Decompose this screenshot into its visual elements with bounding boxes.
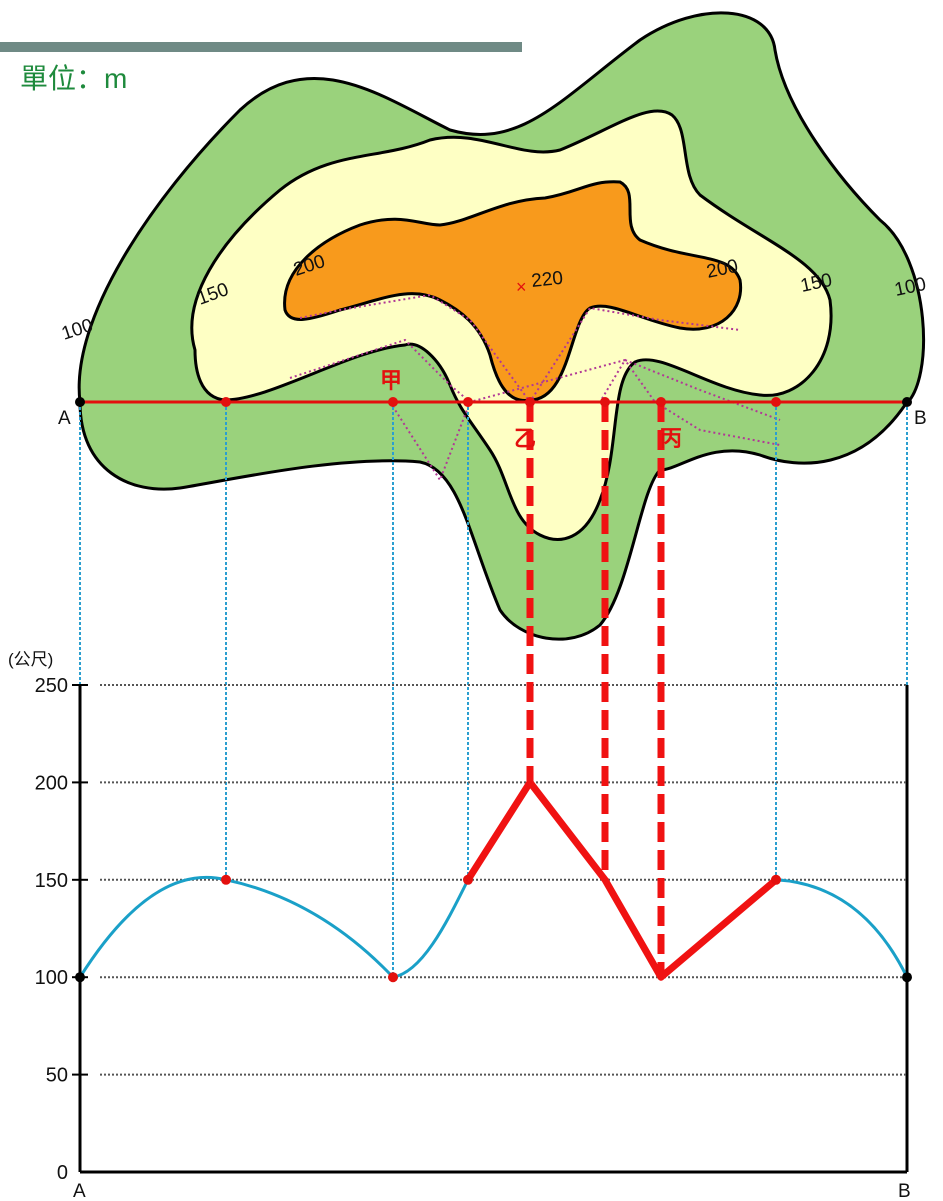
profile-chart-frame	[78, 685, 909, 1174]
section-points	[75, 397, 912, 407]
x-axis-start-label: A	[73, 1181, 86, 1201]
y-tick-label-150: 150	[35, 870, 68, 892]
map-label-b: B	[914, 408, 927, 429]
section-point-a	[75, 397, 85, 407]
section-point-7	[771, 397, 781, 407]
dotted-guide-200	[299, 293, 741, 404]
y-tick-labels: 0 50 100 150 200 250	[35, 675, 68, 1184]
section-point-1	[221, 397, 231, 407]
dotted-guide-low	[389, 358, 781, 483]
y-tick-label-50: 50	[46, 1065, 68, 1087]
y-tick-label-200: 200	[35, 772, 68, 794]
contour-band-200	[283, 180, 743, 402]
profile-line-left	[78, 875, 470, 979]
profile-line-corrected	[464, 778, 780, 981]
station-label-yi: 乙	[514, 426, 536, 451]
y-tick-label-100: 100	[35, 967, 68, 989]
y-axis-unit: (公尺)	[8, 650, 53, 669]
profile-plot	[75, 778, 912, 983]
profile-point-2	[388, 972, 398, 983]
section-point-jia	[388, 397, 398, 407]
peak-label: 220	[530, 268, 564, 292]
unit-label: 單位：m	[20, 63, 127, 94]
profile-point-1	[221, 874, 231, 885]
y-tick-label-0: 0	[57, 1162, 68, 1184]
profile-point-0	[75, 972, 85, 983]
section-point-3	[463, 397, 473, 407]
map-label-a: A	[58, 408, 71, 429]
profile-line-right	[775, 878, 909, 978]
section-point-bing	[656, 397, 666, 407]
profile-point-8	[902, 972, 912, 983]
profile-point-3	[463, 874, 473, 885]
section-point-yi	[525, 397, 535, 407]
station-label-bing: 丙	[660, 426, 682, 451]
peak-marker-icon: ×	[516, 277, 527, 297]
section-point-5	[600, 397, 610, 407]
red-dashed-verticals	[526, 402, 665, 978]
projection-lines	[79, 402, 908, 978]
profile-point-7	[771, 874, 781, 885]
header-bar	[0, 42, 522, 52]
y-tick-label-250: 250	[35, 675, 68, 697]
station-label-jia: 甲	[380, 368, 402, 393]
section-point-b	[902, 397, 912, 407]
x-axis-end-label: B	[898, 1181, 911, 1201]
